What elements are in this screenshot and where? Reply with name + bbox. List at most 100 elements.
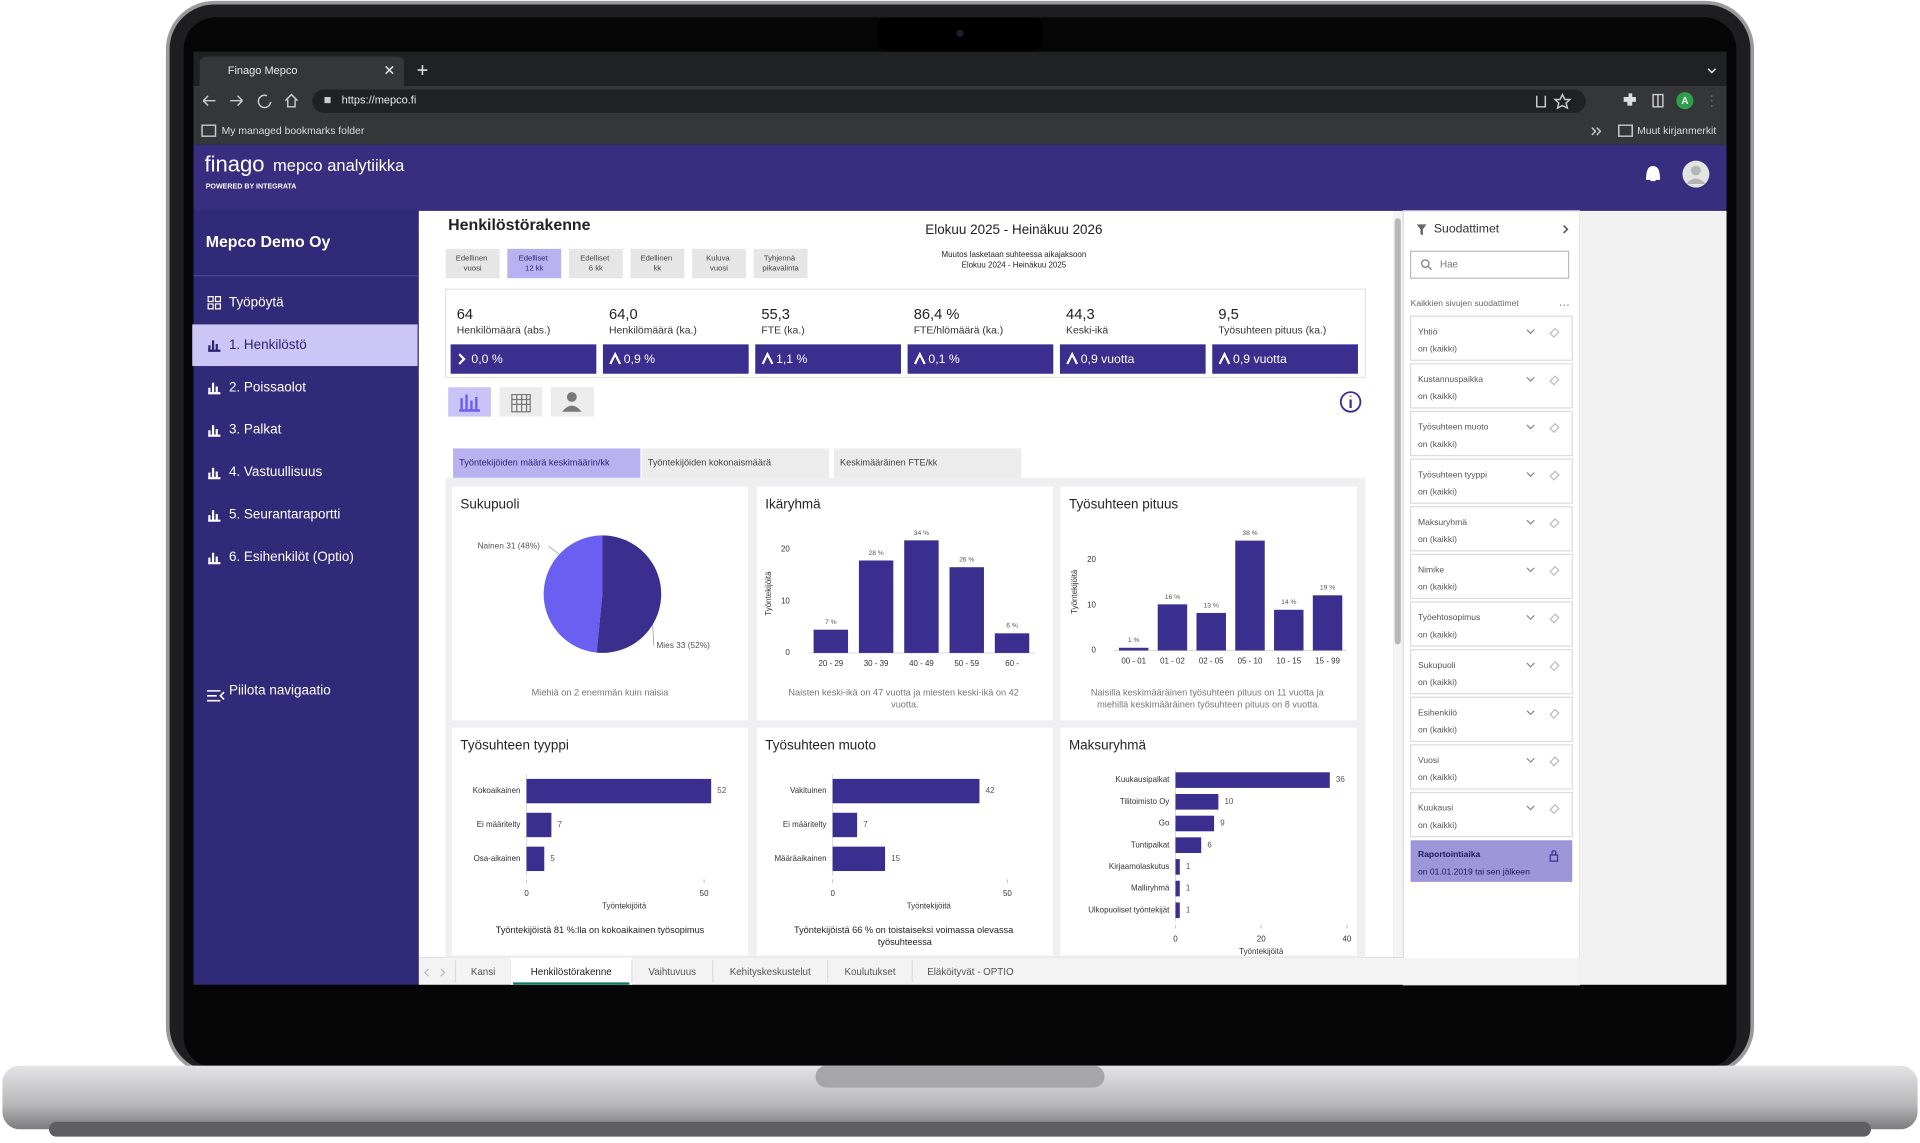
period-button-label[interactable]: Edellinen vuosi (456, 254, 490, 273)
filter-name[interactable]: Raportointiaika (1418, 849, 1481, 859)
filter-card[interactable] (1410, 696, 1573, 742)
filter-name[interactable]: Kuukausi (1418, 803, 1453, 813)
extensions-icon[interactable] (1623, 93, 1636, 106)
x-tick-label: 40 - 49 (909, 659, 934, 668)
url[interactable]: https://mepco.fi (342, 95, 417, 107)
filter-value[interactable]: on 01.01.2019 tai sen jälkeen (1418, 866, 1530, 876)
pie-slice (596, 535, 662, 653)
period-button[interactable] (692, 248, 746, 279)
filter-value[interactable]: on (kaikki) (1418, 677, 1457, 687)
period-button[interactable] (507, 248, 562, 279)
filter-name[interactable]: Nimike (1418, 565, 1444, 575)
filter-value[interactable]: on (kaikki) (1418, 772, 1457, 782)
period-button[interactable] (753, 248, 808, 279)
nav-item[interactable]: 1. Henkilöstö (229, 337, 307, 352)
bell-icon[interactable] (1646, 165, 1661, 182)
filter-chevron (1526, 424, 1535, 430)
nav-item[interactable]: Työpöytä (229, 294, 284, 309)
filter-value[interactable]: on (kaikki) (1418, 391, 1457, 401)
filter-name[interactable]: Työsuhteen muoto (1418, 422, 1489, 432)
hide-navigation[interactable]: Piilota navigaatio (229, 682, 331, 697)
visual-tab-label[interactable]: Keskimääräinen FTE/kk (840, 458, 938, 468)
profile-avatar[interactable] (1676, 92, 1694, 110)
scrollbar-thumb[interactable] (1394, 218, 1401, 645)
category-label: Go (1159, 819, 1170, 828)
page-tab[interactable]: Kehityskeskustelut (730, 967, 811, 978)
period-button-label[interactable]: Edellinen kk (641, 254, 675, 273)
bookmarks-folder[interactable]: My managed bookmarks folder (222, 126, 365, 137)
kpi-panel (445, 288, 1366, 379)
tab-icons[interactable] (385, 65, 1717, 75)
nav-item[interactable]: 5. Seurantaraportti (229, 507, 340, 522)
filter-value[interactable]: on (kaikki) (1418, 534, 1457, 544)
visual-tab[interactable] (453, 448, 641, 478)
period-button-label[interactable]: Kuluva vuosi (706, 254, 732, 273)
filter-card-active[interactable] (1410, 840, 1573, 882)
visual-tab-label[interactable]: Työntekijöiden kokonaismäärä (648, 458, 772, 468)
filter-name[interactable]: Kustannuspaikka (1418, 374, 1483, 384)
filter-card[interactable] (1410, 410, 1573, 457)
filter-value[interactable]: on (kaikki) (1418, 486, 1457, 496)
period-button-label[interactable]: Tyhjennä pikavalinta (762, 254, 799, 273)
filter-value[interactable]: on (kaikki) (1418, 725, 1457, 735)
filter-value[interactable]: on (kaikki) (1418, 629, 1457, 639)
tab-title[interactable]: Finago Mepco (228, 65, 298, 77)
browser-tab[interactable] (199, 56, 405, 86)
filter-name[interactable]: Työehtosopimus (1418, 612, 1480, 622)
filter-eraser (1549, 327, 1560, 338)
data-label: 7 (863, 820, 868, 829)
filter-card[interactable] (1410, 744, 1573, 790)
filter-name[interactable]: Vuosi (1418, 755, 1439, 765)
filter-card[interactable] (1410, 363, 1573, 409)
user-avatar-body (1686, 178, 1706, 184)
filter-card[interactable] (1410, 791, 1573, 838)
period-button[interactable] (445, 248, 500, 279)
filter-card[interactable] (1410, 506, 1573, 552)
filter-card[interactable] (1410, 553, 1573, 600)
text-line: miehillä keskimääräinen työsuhteen pituu… (1097, 700, 1320, 710)
period-button[interactable] (568, 248, 623, 279)
filter-card[interactable] (1410, 601, 1573, 647)
page-tab[interactable]: Koulutukset (844, 967, 895, 978)
filter-name[interactable]: Sukupuoli (1418, 660, 1456, 670)
category-label: Kokoaikainen (473, 786, 521, 795)
bar (858, 560, 894, 653)
filter-value[interactable]: on (kaikki) (1418, 439, 1457, 449)
nav-item[interactable]: 2. Poissaolot (229, 379, 306, 394)
nav-item[interactable]: 6. Esihenkilöt (Optio) (229, 549, 354, 564)
visual-tab[interactable] (641, 448, 829, 478)
pie-label: Mies 33 (52%) (656, 640, 710, 650)
period-button-label[interactable]: Edelliset 6 kk (580, 254, 611, 273)
visual-tab[interactable] (833, 448, 1022, 478)
filter-value[interactable]: on (kaikki) (1418, 344, 1457, 354)
filter-search-box[interactable] (1410, 250, 1570, 279)
filter-value[interactable]: on (kaikki) (1418, 582, 1457, 592)
page-tab[interactable]: Henkilöstörakenne (531, 967, 612, 978)
filter-name[interactable]: Yhtiö (1418, 326, 1438, 336)
other-bookmarks[interactable]: Muut kirjanmerkit (1637, 126, 1716, 137)
filter-card[interactable] (1410, 315, 1573, 361)
toolbar-icons[interactable] (201, 92, 1713, 137)
filter-card[interactable] (1410, 458, 1573, 504)
filter-card[interactable] (1410, 649, 1573, 695)
page-tab[interactable]: Kansi (471, 967, 495, 978)
visual-tab-label[interactable]: Työntekijöiden määrä keskimäärin/kk (459, 458, 610, 468)
filter-value[interactable]: on (kaikki) (1418, 820, 1457, 830)
view-button-chart[interactable] (448, 387, 492, 417)
filter-search-placeholder[interactable]: Hae (1440, 259, 1458, 270)
page-tab-active[interactable] (510, 957, 632, 985)
nav-icon (208, 340, 221, 352)
nav-item[interactable]: 4. Vastuullisuus (229, 464, 322, 479)
page-tab[interactable]: Vaihtuvuus (648, 967, 696, 978)
address-bar[interactable] (312, 89, 1586, 113)
collapse-filters[interactable] (1563, 225, 1569, 234)
filter-name[interactable]: Maksuryhmä (1418, 517, 1467, 527)
filter-name[interactable]: Työsuhteen tyyppi (1418, 469, 1487, 479)
view-button-person[interactable] (551, 387, 594, 417)
period-button[interactable] (630, 248, 685, 279)
nav-item[interactable]: 3. Palkat (229, 422, 282, 437)
filter-name[interactable]: Esihenkilö (1418, 707, 1457, 717)
period-button-label[interactable]: Edelliset 12 kk (519, 254, 550, 273)
page-tab[interactable]: Eläköityvät - OPTIO (927, 967, 1014, 978)
kpi-change: 1,1 % (776, 352, 807, 366)
